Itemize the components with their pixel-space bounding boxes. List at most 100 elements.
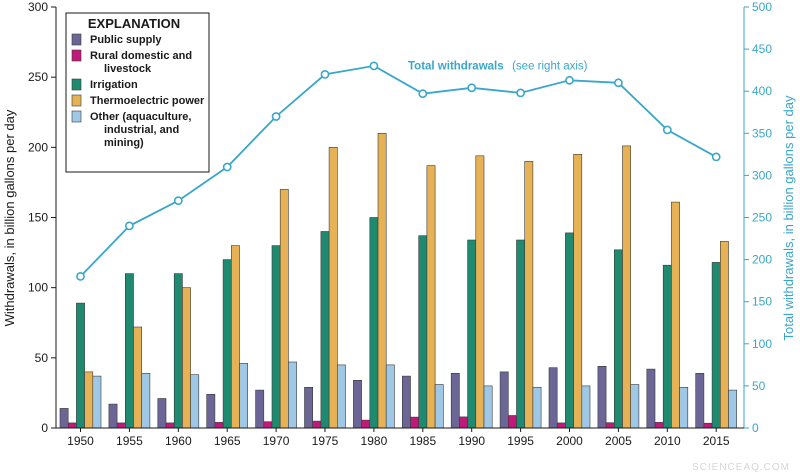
bar-irrigation-1965: [222, 259, 232, 429]
bar-thermoelectric-1980: [377, 133, 387, 429]
y-tick-label-left: 200: [28, 140, 48, 154]
bar-other-2010: [679, 386, 689, 429]
bar-thermoelectric-2000: [573, 154, 583, 429]
svg-text:Total withdrawals (see r: Total withdrawals (see right axis): [408, 57, 588, 74]
y-axis-title-left: Withdrawals, in billion gallons per day: [2, 109, 17, 326]
total-withdrawals-note: (see right axis): [512, 61, 588, 73]
x-tick-label: 2015: [703, 434, 730, 448]
bar-rural-1990: [459, 416, 468, 429]
y-axis-title-right: Total withdrawals, in billion gallons pe…: [781, 95, 796, 340]
total-point-2010: [662, 125, 672, 135]
bar-rural-2000: [556, 422, 566, 429]
bar-public-1955: [108, 403, 118, 429]
y-tick-label-right: 50: [752, 379, 766, 393]
bar-public-1960: [157, 398, 167, 429]
bar-irrigation-1990: [467, 239, 477, 429]
bar-thermoelectric-1970: [279, 189, 289, 429]
bar-irrigation-1970: [271, 245, 281, 429]
bar-rural-2015: [703, 422, 713, 429]
x-tick-label: 1960: [165, 434, 192, 448]
legend-label: livestock: [104, 63, 152, 75]
bar-other-1970: [288, 361, 297, 429]
bar-rural-1955: [116, 422, 126, 429]
y-tick-label-left: 150: [28, 211, 48, 225]
x-tick-label: 1980: [361, 434, 388, 448]
bar-thermoelectric-1990: [475, 155, 485, 429]
total-point-1990: [467, 83, 477, 93]
bar-other-1955: [141, 372, 151, 429]
bar-public-1990: [450, 372, 460, 429]
x-tick-label: 1985: [409, 434, 436, 448]
total-line-layer: [76, 61, 721, 281]
y-tick-label-right: 200: [752, 253, 772, 267]
total-point-1950: [76, 271, 85, 281]
bar-public-2005: [597, 365, 607, 429]
bar-irrigation-1985: [418, 235, 428, 429]
bar-irrigation-2005: [613, 249, 623, 429]
y-tick-label-left: 300: [28, 0, 48, 14]
total-point-1980: [369, 61, 379, 71]
bar-thermoelectric-1955: [133, 326, 142, 429]
bar-irrigation-1960: [173, 273, 183, 429]
total-point-1960: [173, 196, 183, 206]
bar-thermoelectric-2005: [622, 145, 631, 429]
bar-irrigation-1975: [320, 231, 330, 429]
y-tick-label-right: 500: [752, 0, 772, 14]
y-tick-label-left: 250: [28, 70, 48, 84]
total-point-1970: [271, 112, 281, 121]
bar-rural-1980: [361, 419, 371, 429]
bar-public-1980: [353, 379, 362, 429]
y-tick-label-right: 100: [752, 337, 772, 351]
bar-rural-1965: [214, 422, 224, 429]
x-tick-label: 1990: [458, 434, 485, 448]
bar-public-2000: [548, 367, 558, 429]
legend-label: Thermoelectric power: [90, 95, 205, 107]
bar-thermoelectric-1950: [84, 371, 94, 429]
bar-thermoelectric-1995: [524, 161, 534, 429]
bar-rural-1995: [507, 415, 517, 429]
bar-irrigation-1995: [516, 239, 525, 429]
bar-rural-1950: [67, 422, 77, 429]
bar-other-2005: [630, 384, 640, 429]
y-tick-label-right: 0: [752, 421, 759, 435]
legend-swatch: [71, 110, 82, 123]
bar-thermoelectric-1975: [328, 147, 338, 429]
axes-layer: 0 50 100 150 200 250 300 0 50 100 150 200 250 300 350 4…: [28, 0, 772, 448]
total-withdrawals-line: [79, 64, 717, 278]
bar-rural-2010: [654, 422, 664, 429]
bar-rural-1985: [410, 416, 419, 429]
total-point-1995: [516, 88, 525, 98]
bar-other-1985: [434, 384, 444, 429]
bar-thermoelectric-2010: [671, 201, 680, 429]
bar-other-1995: [532, 386, 542, 429]
bar-irrigation-1955: [125, 273, 134, 429]
legend-swatch: [71, 78, 82, 91]
bar-other-1965: [239, 363, 248, 429]
y-tick-label-left: 50: [35, 351, 49, 365]
bar-other-2015: [728, 389, 737, 429]
bar-rural-1975: [312, 420, 322, 429]
total-withdrawals-annotation: Total withdrawals (see right axis): [408, 57, 588, 74]
legend: EXPLANATION Public supply Rural domestic …: [65, 12, 210, 173]
total-point-2000: [565, 75, 574, 85]
bar-public-1995: [499, 371, 509, 429]
bar-thermoelectric-1985: [426, 165, 436, 429]
x-tick-label: 1970: [263, 434, 290, 448]
bar-other-1990: [483, 385, 493, 429]
bar-other-1975: [336, 364, 346, 429]
x-tick-label: 1975: [312, 434, 339, 448]
bar-public-1975: [304, 386, 313, 429]
x-tick-label: 1965: [214, 434, 241, 448]
legend-box: [65, 12, 210, 173]
x-tick-label: 1995: [507, 434, 534, 448]
legend-label: Public supply: [90, 34, 162, 46]
y-tick-label-right: 350: [752, 126, 772, 140]
legend-label: Irrigation: [90, 79, 138, 91]
total-point-1985: [418, 89, 428, 99]
legend-title: EXPLANATION: [88, 16, 180, 31]
bar-public-1965: [206, 393, 216, 429]
bar-public-1950: [59, 408, 69, 429]
watermark: SCIENCEAQ.COM: [692, 462, 790, 473]
x-tick-label: 1955: [116, 434, 143, 448]
